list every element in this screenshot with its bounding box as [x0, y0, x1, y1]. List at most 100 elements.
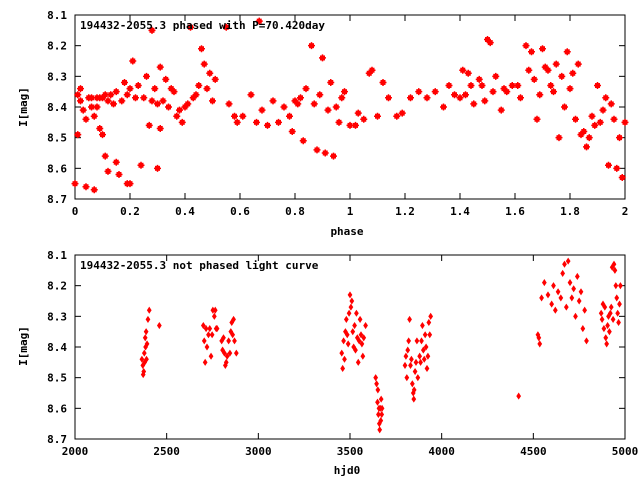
- data-point: [431, 88, 439, 96]
- x-tick-label: 1.4: [450, 205, 470, 218]
- x-tick-label: 0.8: [285, 205, 305, 218]
- data-point: [558, 294, 564, 302]
- data-point: [516, 392, 522, 400]
- y-tick-label: 8.1: [47, 249, 67, 262]
- data-point: [571, 285, 577, 293]
- data-point: [550, 88, 557, 96]
- data-point: [349, 297, 355, 305]
- data-point: [200, 60, 208, 68]
- data-point: [82, 115, 90, 123]
- data-point: [596, 118, 604, 126]
- data-point: [134, 82, 142, 90]
- data-point: [602, 303, 608, 311]
- data-point: [231, 112, 238, 120]
- data-point: [247, 91, 255, 99]
- data-point: [536, 91, 544, 99]
- data-point: [492, 72, 500, 80]
- data-point: [101, 152, 109, 160]
- data-point: [280, 103, 288, 111]
- data-point: [616, 318, 621, 327]
- data-point: [255, 17, 263, 25]
- data-point: [393, 112, 401, 120]
- data-point: [558, 72, 566, 80]
- y-tick-label: 8.2: [47, 40, 67, 53]
- data-point: [522, 42, 530, 50]
- data-point: [202, 358, 208, 366]
- data-point: [275, 118, 282, 126]
- data-point: [578, 288, 584, 296]
- x-tick-label: 3000: [245, 445, 272, 458]
- data-point: [239, 112, 247, 120]
- data-point: [129, 57, 137, 65]
- data-point: [178, 118, 186, 126]
- data-point: [148, 97, 156, 105]
- data-point: [467, 82, 475, 90]
- data-point: [232, 337, 237, 345]
- data-point: [286, 112, 293, 120]
- y-axis-label: I[mag]: [17, 87, 30, 127]
- data-point: [569, 69, 577, 77]
- data-point: [79, 106, 87, 114]
- data-points: [71, 17, 629, 194]
- data-point: [486, 39, 494, 47]
- data-point: [375, 398, 380, 406]
- data-point: [406, 337, 412, 345]
- y-tick-label: 8.7: [47, 193, 67, 206]
- data-point: [107, 91, 115, 99]
- data-point: [203, 325, 209, 333]
- y-tick-label: 8.5: [47, 372, 67, 385]
- data-point: [420, 346, 426, 354]
- data-point: [528, 48, 535, 56]
- data-point: [354, 109, 362, 117]
- data-point: [207, 325, 213, 333]
- data-point: [339, 349, 345, 357]
- data-point: [462, 91, 469, 99]
- data-point: [555, 134, 563, 142]
- x-tick-label: 0.6: [230, 205, 250, 218]
- data-point: [156, 124, 164, 132]
- data-point: [316, 91, 324, 99]
- data-point: [563, 303, 569, 311]
- data-point: [211, 75, 219, 83]
- data-point: [378, 395, 384, 403]
- data-point: [347, 291, 353, 299]
- data-point: [489, 88, 497, 96]
- data-point: [415, 374, 421, 382]
- data-point: [104, 97, 112, 105]
- data-point: [204, 343, 210, 351]
- data-point: [605, 321, 610, 330]
- data-point: [415, 88, 423, 96]
- data-point: [583, 143, 590, 151]
- data-point: [574, 60, 582, 68]
- data-point: [614, 294, 620, 302]
- data-point: [412, 367, 418, 376]
- data-point: [358, 331, 364, 339]
- data-point: [541, 279, 547, 287]
- data-point: [313, 146, 321, 154]
- y-tick-label: 8.4: [47, 101, 67, 114]
- data-point: [335, 118, 343, 126]
- data-point: [562, 260, 567, 268]
- data-point: [403, 352, 409, 360]
- x-tick-label: 0.4: [175, 205, 195, 218]
- data-point: [601, 325, 607, 333]
- data-point: [170, 88, 178, 96]
- data-point: [353, 346, 358, 354]
- y-tick-label: 8.2: [47, 280, 67, 293]
- data-point: [610, 115, 618, 123]
- data-point: [121, 78, 128, 86]
- data-point: [350, 328, 356, 336]
- data-point: [332, 103, 340, 111]
- data-point: [373, 374, 379, 382]
- data-point: [148, 26, 156, 34]
- data-point: [607, 328, 612, 336]
- data-point: [615, 309, 621, 317]
- data-point: [413, 358, 419, 366]
- data-point: [201, 337, 207, 345]
- data-point: [352, 321, 357, 330]
- data-point: [404, 374, 410, 382]
- data-point: [159, 97, 167, 105]
- data-point: [565, 257, 571, 265]
- data-point: [530, 75, 538, 83]
